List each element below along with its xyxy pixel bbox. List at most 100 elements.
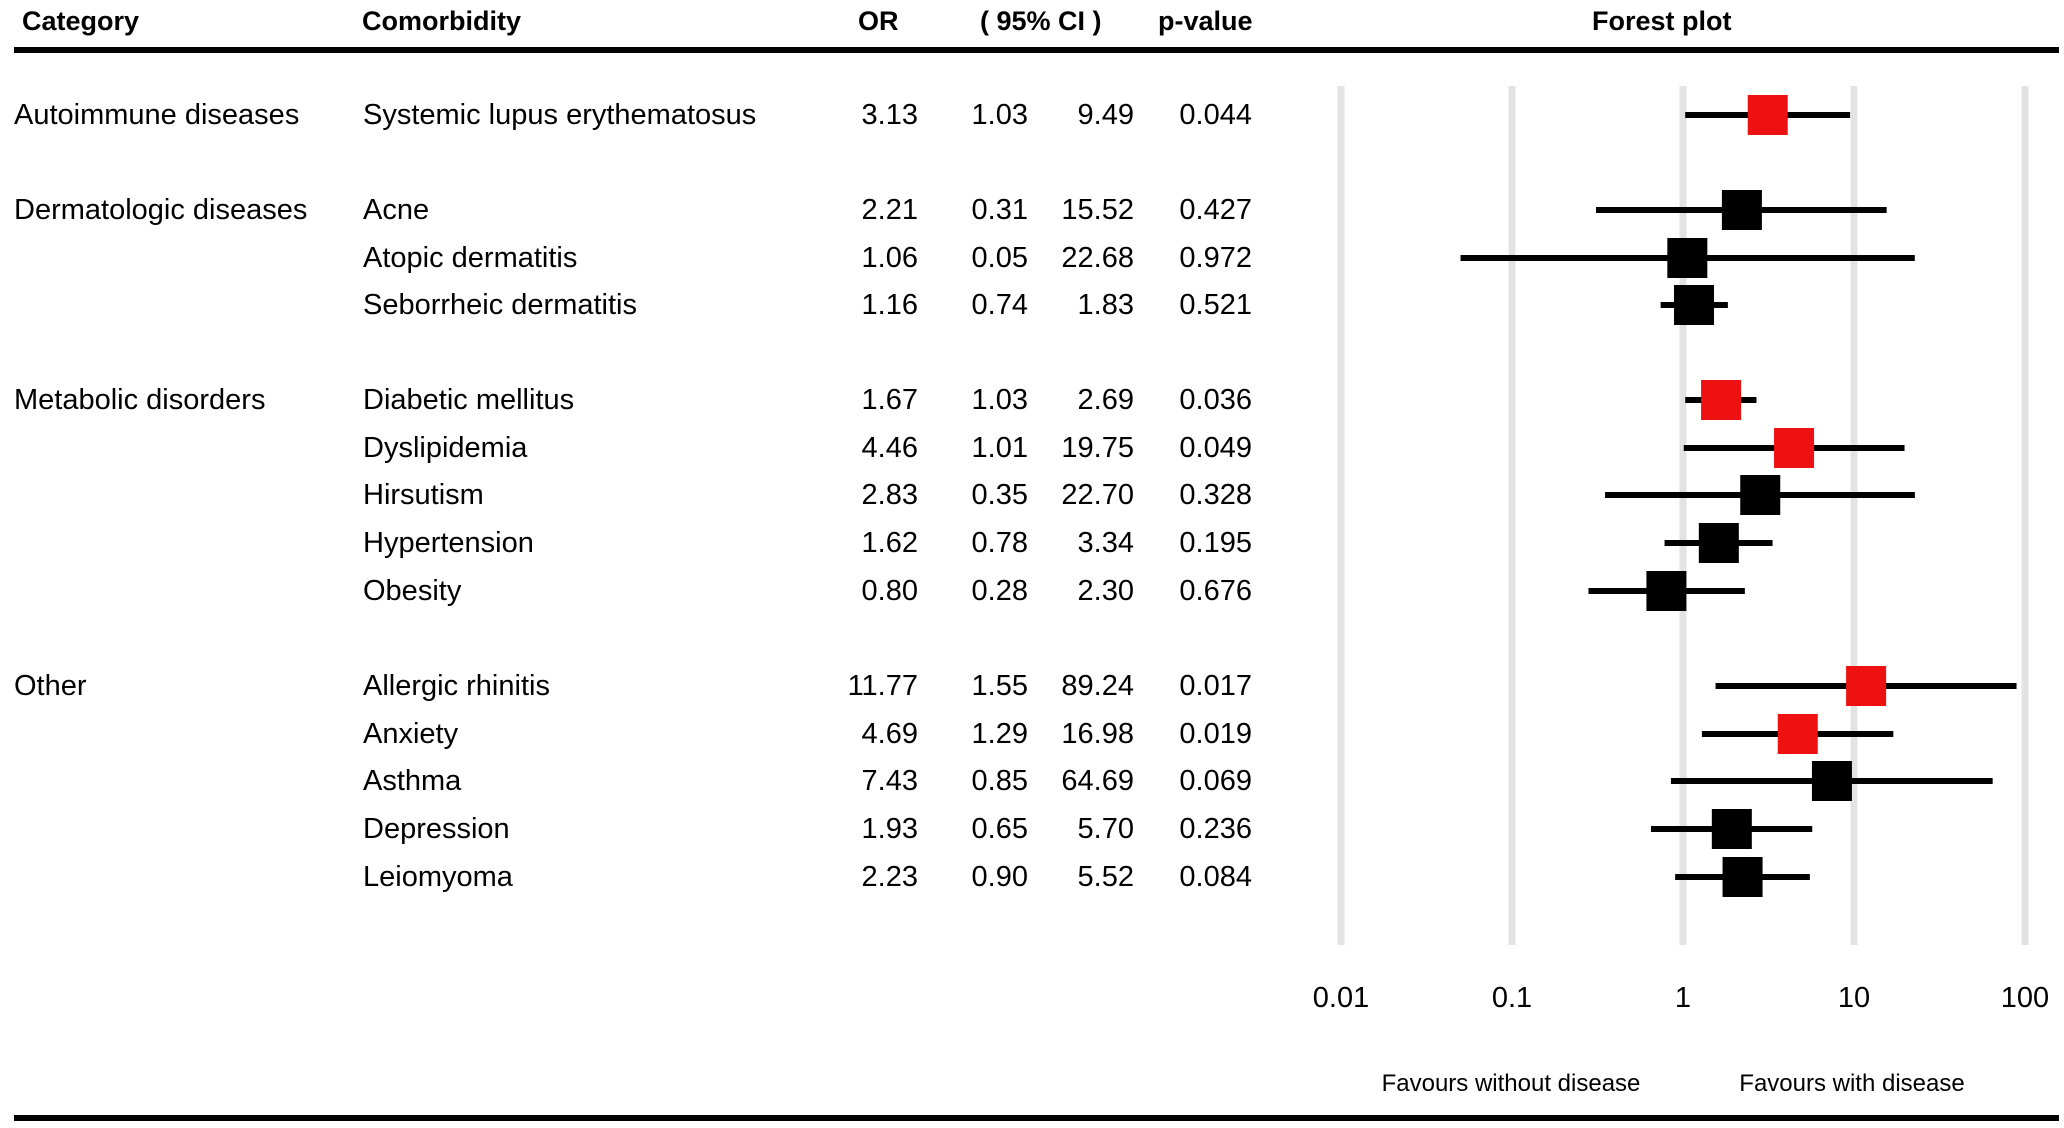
x-tick-label: 1 xyxy=(1674,982,1692,1014)
p-value: 0.521 xyxy=(1179,289,1252,321)
ci-upper-value: 3.34 xyxy=(1077,527,1134,559)
ci-lower-value: 0.05 xyxy=(971,242,1028,274)
category-label: Metabolic disorders xyxy=(14,384,266,416)
comorbidity-name: Allergic rhinitis xyxy=(363,670,550,702)
or-value: 7.43 xyxy=(861,765,918,797)
ci-lower-value: 0.74 xyxy=(971,289,1028,321)
comorbidity-name: Depression xyxy=(363,813,510,845)
or-point-marker xyxy=(1811,761,1852,801)
or-point-marker xyxy=(1646,571,1687,611)
or-value: 1.16 xyxy=(861,289,918,321)
p-value: 0.019 xyxy=(1179,718,1252,750)
ci-lower-value: 1.29 xyxy=(971,718,1028,750)
header-comorbidity: Comorbidity xyxy=(362,6,521,36)
or-point-marker xyxy=(1777,714,1818,754)
comorbidity-name: Atopic dermatitis xyxy=(363,242,578,274)
ci-upper-value: 1.83 xyxy=(1077,289,1134,321)
header-forest-plot: Forest plot xyxy=(1592,6,1732,36)
or-value: 2.83 xyxy=(861,479,918,511)
or-point-marker xyxy=(1846,666,1887,706)
header-pvalue: p-value xyxy=(1158,6,1253,36)
category-label: Dermatologic diseases xyxy=(14,194,308,226)
or-point-marker xyxy=(1698,523,1739,563)
comorbidity-name: Hypertension xyxy=(363,527,534,559)
p-value: 0.236 xyxy=(1179,813,1252,845)
ci-upper-value: 64.69 xyxy=(1061,765,1134,797)
ci-upper-value: 5.52 xyxy=(1077,861,1134,893)
or-point-marker xyxy=(1740,475,1781,515)
or-value: 1.06 xyxy=(861,242,918,274)
ci-lower-value: 0.65 xyxy=(971,813,1028,845)
x-tick-label: 0.1 xyxy=(1491,982,1533,1014)
or-value: 2.21 xyxy=(861,194,918,226)
p-value: 0.049 xyxy=(1179,432,1252,464)
ci-lower-value: 0.90 xyxy=(971,861,1028,893)
x-tick-label: 0.01 xyxy=(1312,982,1370,1014)
or-value: 3.13 xyxy=(861,99,918,131)
or-value: 1.62 xyxy=(861,527,918,559)
ci-lower-value: 0.28 xyxy=(971,575,1028,607)
comorbidity-name: Hirsutism xyxy=(363,479,484,511)
category-label: Other xyxy=(14,670,87,702)
or-value: 0.80 xyxy=(861,575,918,607)
or-value: 1.67 xyxy=(861,384,918,416)
comorbidity-name: Anxiety xyxy=(363,718,459,750)
or-value: 4.69 xyxy=(861,718,918,750)
p-value: 0.044 xyxy=(1179,99,1252,131)
header-category: Category xyxy=(22,6,140,36)
ci-lower-value: 0.35 xyxy=(971,479,1028,511)
ci-upper-value: 15.52 xyxy=(1061,194,1134,226)
p-value: 0.036 xyxy=(1179,384,1252,416)
ci-lower-value: 0.31 xyxy=(971,194,1028,226)
ci-lower-value: 1.03 xyxy=(971,384,1028,416)
or-value: 4.46 xyxy=(861,432,918,464)
top-rule xyxy=(14,47,2059,53)
x-tick-label: 100 xyxy=(2000,982,2050,1014)
p-value: 0.084 xyxy=(1179,861,1252,893)
ci-upper-value: 9.49 xyxy=(1077,99,1134,131)
favours-with-label: Favours with disease xyxy=(1739,1070,1965,1097)
comorbidity-name: Leiomyoma xyxy=(363,861,513,893)
ci-upper-value: 89.24 xyxy=(1061,670,1134,702)
header-ci: ( 95% CI ) xyxy=(980,6,1102,36)
comorbidity-name: Dyslipidemia xyxy=(363,432,528,464)
ci-lower-value: 1.01 xyxy=(971,432,1028,464)
or-point-marker xyxy=(1774,428,1815,468)
or-point-marker xyxy=(1722,857,1763,897)
or-value: 2.23 xyxy=(861,861,918,893)
x-tick-label: 10 xyxy=(1837,982,1871,1014)
bottom-rule xyxy=(14,1115,2059,1121)
or-point-marker xyxy=(1667,238,1708,278)
or-value: 11.77 xyxy=(847,670,918,702)
category-label: Autoimmune diseases xyxy=(14,99,300,131)
ci-upper-value: 22.68 xyxy=(1061,242,1134,274)
p-value: 0.328 xyxy=(1179,479,1252,511)
or-value: 1.93 xyxy=(861,813,918,845)
or-point-marker xyxy=(1711,809,1752,849)
or-point-marker xyxy=(1721,190,1762,230)
p-value: 0.195 xyxy=(1179,527,1252,559)
or-point-marker xyxy=(1747,95,1788,135)
p-value: 0.069 xyxy=(1179,765,1252,797)
ci-upper-value: 2.30 xyxy=(1077,575,1134,607)
comorbidity-name: Acne xyxy=(363,194,430,226)
ci-lower-value: 1.55 xyxy=(971,670,1028,702)
p-value: 0.427 xyxy=(1179,194,1252,226)
ci-upper-value: 2.69 xyxy=(1077,384,1134,416)
ci-upper-value: 16.98 xyxy=(1061,718,1134,750)
ci-upper-value: 19.75 xyxy=(1061,432,1134,464)
header-or: OR xyxy=(858,6,899,36)
comorbidity-name: Obesity xyxy=(363,575,462,607)
comorbidity-name: Systemic lupus erythematosus xyxy=(363,99,757,131)
favours-without-label: Favours without disease xyxy=(1381,1070,1641,1097)
comorbidity-name: Asthma xyxy=(363,765,462,797)
comorbidity-name: Diabetic mellitus xyxy=(363,384,575,416)
p-value: 0.972 xyxy=(1179,242,1252,274)
ci-upper-value: 5.70 xyxy=(1077,813,1134,845)
or-point-marker xyxy=(1701,380,1742,420)
comorbidity-name: Seborrheic dermatitis xyxy=(363,289,637,321)
ci-upper-value: 22.70 xyxy=(1061,479,1134,511)
ci-lower-value: 0.85 xyxy=(971,765,1028,797)
ci-lower-value: 1.03 xyxy=(971,99,1028,131)
